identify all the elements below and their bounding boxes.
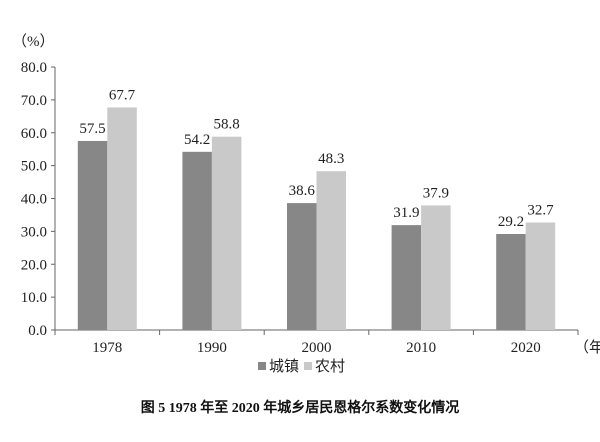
chart-title: 图 5 1978 年至 2020 年城乡居民恩格尔系数变化情况 xyxy=(141,399,460,416)
y-tick-label: 80.0 xyxy=(21,60,47,76)
data-label: 58.8 xyxy=(214,117,240,133)
bar-1990-0 xyxy=(182,151,212,330)
bar-2000-1 xyxy=(316,171,346,330)
bars: 57.5 67.7 54.258.8 38.648.3 31.937.9 29.232.7 xyxy=(77,87,556,330)
x-axis: 1978 1990 2000 2010 2020 （年） xyxy=(54,329,600,356)
y-tick-label: 10.0 xyxy=(21,290,47,306)
x-tick-label: 1978 xyxy=(92,340,122,356)
y-tick-label: 50.0 xyxy=(21,159,47,175)
bar-1990-1 xyxy=(211,136,242,330)
y-tick-label: 0.0 xyxy=(28,323,47,339)
data-label: 37.9 xyxy=(423,185,449,201)
legend-swatch xyxy=(258,362,266,370)
y-axis: 0.0 10.0 20.0 30.0 40.0 50.0 60.0 70.0 80.0 xyxy=(21,60,56,339)
bar-2000-0 xyxy=(287,203,317,330)
x-tick-label: 2000 xyxy=(302,340,332,356)
data-label: 32.7 xyxy=(527,202,554,218)
legend: 城镇 农村 xyxy=(258,358,345,375)
y-tick-label: 40.0 xyxy=(21,192,47,208)
y-tick-label: 70.0 xyxy=(21,93,47,109)
y-tick-label: 60.0 xyxy=(21,126,47,142)
y-tick-label: 30.0 xyxy=(21,224,47,240)
x-tick-label: 2020 xyxy=(511,340,541,356)
bar-2010-1 xyxy=(421,205,451,330)
x-axis-unit: （年） xyxy=(574,339,600,356)
bar-1978-1 xyxy=(107,107,137,330)
x-tick-label: 2010 xyxy=(406,340,436,356)
bar-2020-1 xyxy=(525,222,556,330)
y-axis-unit: （%） xyxy=(12,33,55,50)
data-label: 31.9 xyxy=(393,205,419,221)
data-label: 48.3 xyxy=(318,151,344,167)
legend-swatch xyxy=(304,362,312,370)
bar-2010-0 xyxy=(391,225,422,330)
bar-2020-0 xyxy=(496,234,526,330)
y-tick-label: 20.0 xyxy=(21,257,47,273)
x-tick-label: 1990 xyxy=(197,340,227,356)
bar-1978-0 xyxy=(77,140,108,330)
legend-label: 城镇 xyxy=(269,358,299,375)
data-label: 54.2 xyxy=(184,132,210,148)
data-label: 67.7 xyxy=(109,87,136,103)
legend-label: 农村 xyxy=(315,358,345,375)
data-label: 38.6 xyxy=(289,183,316,199)
data-label: 57.5 xyxy=(79,121,105,137)
data-label: 29.2 xyxy=(498,214,524,230)
